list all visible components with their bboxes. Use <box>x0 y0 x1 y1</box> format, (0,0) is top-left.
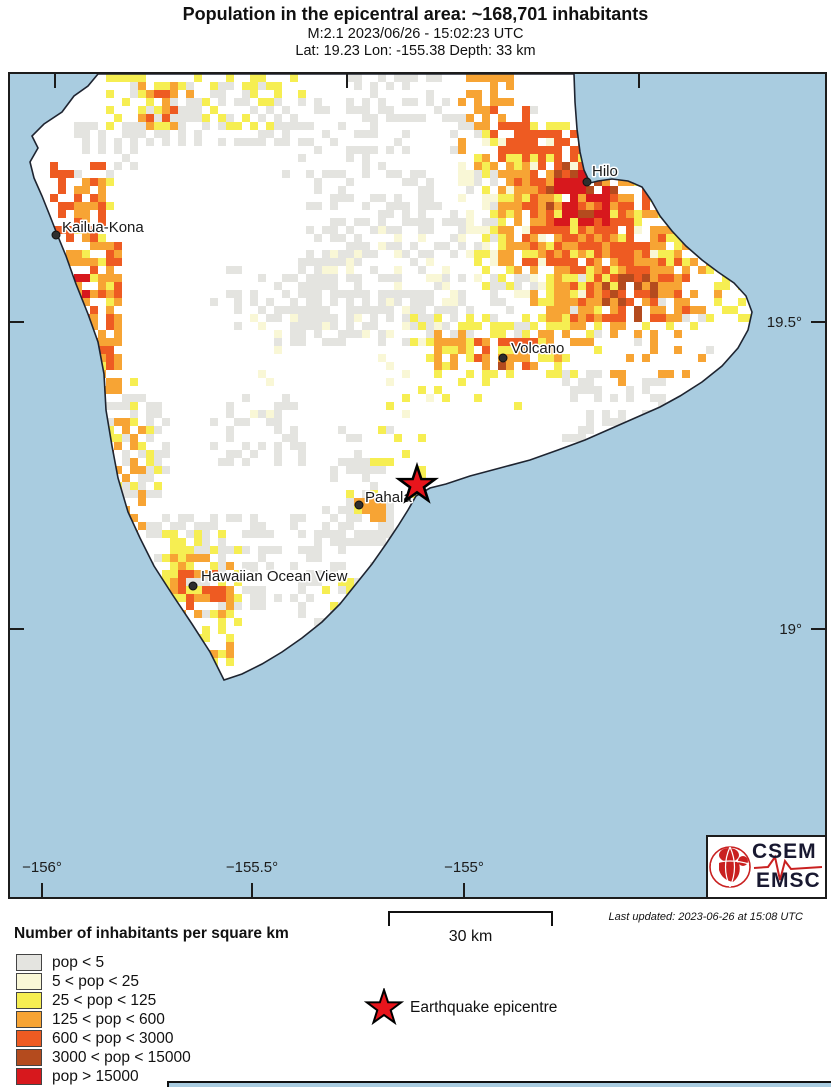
latitude-label: 19° <box>779 621 802 638</box>
city-label-kailua-kona: Kailua-Kona <box>62 219 144 236</box>
city-label-volcano: Volcano <box>511 340 564 357</box>
legend-swatch <box>16 1030 42 1047</box>
legend-swatch <box>16 1011 42 1028</box>
legend-label: 25 < pop < 125 <box>52 991 157 1009</box>
latitude-label: 19.5° <box>767 314 802 331</box>
legend-swatch <box>16 992 42 1009</box>
page-title: Population in the epicentral area: ~168,… <box>182 4 649 24</box>
city-label-pahala: Pahala <box>365 489 412 506</box>
csem-emsc-logo: CSEM EMSC <box>706 835 825 897</box>
header: Population in the epicentral area: ~168,… <box>0 0 831 59</box>
city-marker-kailua-kona <box>51 230 61 240</box>
legend-item: pop < 5 <box>16 953 191 972</box>
map-ticks <box>10 74 825 897</box>
event-magnitude-time: M:2.1 2023/06/26 - 15:02:23 UTC <box>307 26 524 42</box>
epicentre-star <box>394 461 440 504</box>
logo-emsc-text: EMSC <box>756 869 821 892</box>
population-map: −156° −155.5° −155° 19.5° 19° Kailua-Kona Hilo… <box>8 72 827 899</box>
epicentre-star-icon <box>364 988 404 1026</box>
emsc-globe-icon <box>709 846 751 888</box>
legend-item: pop > 15000 <box>16 1067 191 1086</box>
legend-swatch <box>16 973 42 990</box>
map-canvas: −156° −155.5° −155° 19.5° 19° Kailua-Kona Hilo… <box>10 74 825 897</box>
legend-item: 600 < pop < 3000 <box>16 1029 191 1048</box>
legend-item: 5 < pop < 25 <box>16 972 191 991</box>
legend-label: 5 < pop < 25 <box>52 972 140 990</box>
legend-item: 3000 < pop < 15000 <box>16 1048 191 1067</box>
legend-label: pop < 5 <box>52 953 105 971</box>
legend-title: Number of inhabitants per square km <box>14 925 289 942</box>
longitude-label: −155° <box>444 859 484 876</box>
logo-seismogram-icon <box>753 854 823 881</box>
map-scale-bar <box>388 911 553 926</box>
coastline <box>29 74 753 681</box>
legend-label: 125 < pop < 600 <box>52 1010 165 1028</box>
city-label-hawaiian-ocean-view: Hawaiian Ocean View <box>201 568 348 585</box>
logo-text: CSEM EMSC <box>750 837 825 897</box>
legend-label: pop > 15000 <box>52 1067 139 1085</box>
city-marker-hilo <box>582 177 592 187</box>
city-marker-hawaiian-ocean-view <box>188 581 198 591</box>
legend-item: 25 < pop < 125 <box>16 991 191 1010</box>
last-updated-text: Last updated: 2023-06-26 at 15:08 UTC <box>608 911 803 923</box>
next-panel-edge <box>167 1081 831 1087</box>
scale-label: 30 km <box>448 928 493 945</box>
legend-item: 125 < pop < 600 <box>16 1010 191 1029</box>
city-label-hilo: Hilo <box>592 163 618 180</box>
epicentre-label: Earthquake epicentre <box>410 999 558 1016</box>
longitude-label: −156° <box>22 859 62 876</box>
longitude-label: −155.5° <box>226 859 278 876</box>
city-marker-pahala <box>354 500 364 510</box>
legend-label: 600 < pop < 3000 <box>52 1029 174 1047</box>
legend-swatch <box>16 1068 42 1085</box>
legend-swatch <box>16 1049 42 1066</box>
logo-csem-text: CSEM <box>752 840 817 863</box>
event-coordinates-depth: Lat: 19.23 Lon: -155.38 Depth: 33 km <box>295 43 536 59</box>
city-marker-volcano <box>498 353 508 363</box>
legend-swatch <box>16 954 42 971</box>
legend-label: 3000 < pop < 15000 <box>52 1048 191 1066</box>
